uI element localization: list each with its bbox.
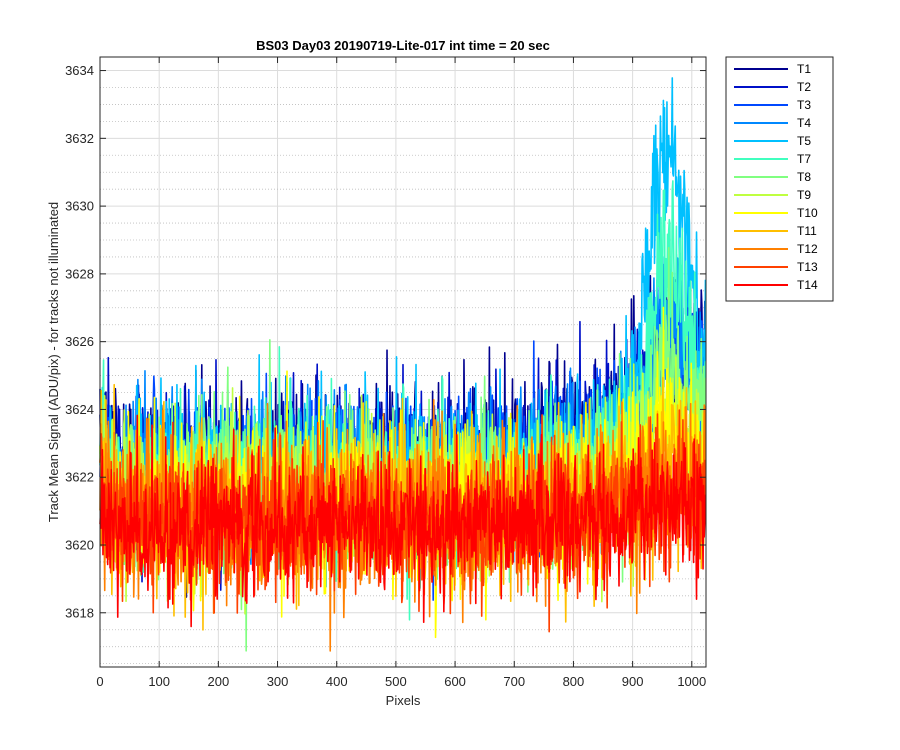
x-tick-label: 100 — [148, 674, 170, 689]
y-tick-label: 3628 — [65, 266, 94, 281]
legend-label-t12: T12 — [797, 242, 818, 256]
legend: T1 T2 T3 T4 T5 T7 T8 T9 T10 T11 T12 T13 T14 — [725, 56, 834, 302]
y-tick-label: 3634 — [65, 63, 94, 78]
x-tick-label: 700 — [503, 674, 525, 689]
axes: 0 100 200 300 400 500 600 700 800 900 1000 3618 3620… — [65, 56, 707, 689]
legend-label-t14: T14 — [797, 278, 818, 292]
x-tick-label: 500 — [385, 674, 407, 689]
legend-label-t9: T9 — [797, 188, 811, 202]
legend-label-t3: T3 — [797, 98, 811, 112]
legend-box — [725, 56, 834, 302]
legend-label-t4: T4 — [797, 116, 811, 130]
legend-label-t10: T10 — [797, 206, 818, 220]
legend-label-t1: T1 — [797, 62, 811, 76]
x-tick-label: 400 — [326, 674, 348, 689]
legend-label-t11: T11 — [797, 224, 817, 238]
x-tick-label: 200 — [208, 674, 230, 689]
x-tick-label: 300 — [267, 674, 289, 689]
x-tick-label: 900 — [622, 674, 644, 689]
legend-label-t13: T13 — [797, 260, 818, 274]
y-tick-label: 3632 — [65, 131, 94, 146]
axes-box — [99, 56, 707, 668]
series-line-t14 — [99, 414, 707, 628]
x-axis-label: Pixels — [386, 693, 421, 708]
legend-label-t7: T7 — [797, 152, 811, 166]
y-axis-label: Track Mean Signal (ADU/pix) - for tracks… — [46, 202, 61, 522]
y-tick-label: 3624 — [65, 402, 94, 417]
series-lines — [99, 77, 707, 652]
x-tick-label: 800 — [563, 674, 585, 689]
y-tick-label: 3620 — [65, 538, 94, 553]
legend-label-t5: T5 — [797, 134, 811, 148]
y-tick-label: 3618 — [65, 605, 94, 620]
legend-label-t2: T2 — [797, 80, 811, 94]
y-tick-label: 3630 — [65, 199, 94, 214]
x-tick-label: 1000 — [677, 674, 706, 689]
y-tick-label: 3622 — [65, 470, 94, 485]
x-tick-label: 600 — [444, 674, 466, 689]
chart-title: BS03 Day03 20190719-Lite-017 int time = … — [256, 38, 550, 53]
x-tick-label: 0 — [96, 674, 103, 689]
y-tick-label: 3626 — [65, 334, 94, 349]
legend-label-t8: T8 — [797, 170, 811, 184]
